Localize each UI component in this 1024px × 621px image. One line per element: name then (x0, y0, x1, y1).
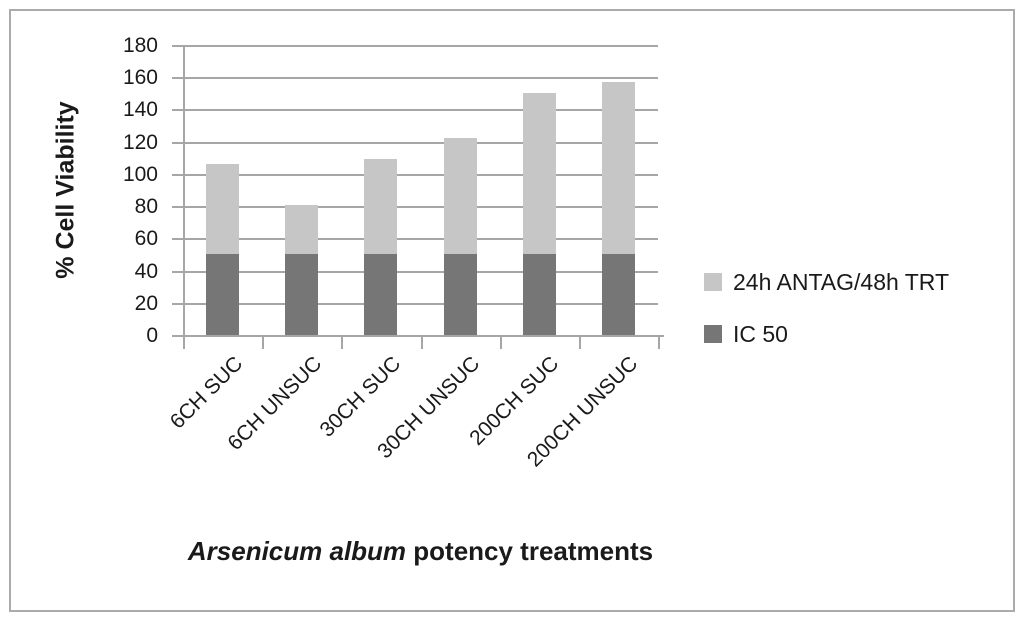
gridline (183, 77, 658, 80)
gridline (183, 270, 658, 273)
legend-swatch-ic50-icon (704, 325, 722, 343)
x-axis-title: Arsenicum album potency treatments (183, 536, 658, 567)
y-axis-title: % Cell Viability (51, 101, 80, 279)
x-axis-tick (183, 337, 185, 349)
bar-segment (285, 204, 319, 255)
y-axis-tick (172, 302, 183, 305)
y-axis-line (183, 45, 185, 349)
x-axis-tick (499, 337, 502, 349)
y-tick-label: 80 (134, 195, 158, 219)
y-tick-label: 120 (122, 130, 158, 154)
legend-swatch-antag-icon (704, 273, 722, 291)
bar-segment (364, 159, 398, 255)
y-axis-tick (172, 270, 183, 273)
bar-segment (364, 254, 398, 335)
legend-item-antag: 24h ANTAG/48h TRT (704, 268, 949, 296)
y-axis-tick (172, 238, 183, 241)
bar-segment (443, 254, 477, 335)
bar-segment (522, 254, 556, 335)
y-tick-label: 180 (122, 34, 158, 57)
chart-frame-border (9, 9, 1015, 612)
y-tick-label: 60 (134, 227, 158, 251)
plot-area (183, 45, 658, 335)
legend-label-antag: 24h ANTAG/48h TRT (733, 269, 950, 295)
gridline (183, 141, 658, 144)
y-axis-tick (172, 335, 183, 337)
x-axis-tick (658, 337, 660, 349)
legend: 24h ANTAG/48h TRT IC 50 (704, 268, 949, 372)
bar-segment (522, 93, 556, 255)
y-axis-tick (172, 173, 183, 176)
y-tick-label: 40 (134, 259, 158, 283)
y-axis-tick (172, 109, 183, 112)
x-category-label: 200CH UNSUC (523, 352, 643, 472)
y-tick-label: 0 (146, 324, 158, 347)
y-axis-tick (172, 77, 183, 80)
x-axis-title-rest: potency treatments (406, 536, 654, 566)
bar-segment (285, 254, 319, 335)
y-tick-label: 140 (122, 98, 158, 122)
legend-label-ic50: IC 50 (733, 321, 788, 347)
bar-segment (443, 138, 477, 255)
x-axis-tick (420, 337, 423, 349)
x-axis-tick (341, 337, 344, 349)
y-axis-tick (172, 141, 183, 144)
x-axis-title-species: Arsenicum album (187, 536, 407, 566)
bar-segment (206, 164, 240, 255)
gridline (183, 206, 658, 209)
gridline (183, 109, 658, 112)
gridline (183, 173, 658, 176)
legend-item-ic50: IC 50 (704, 320, 949, 348)
gridline (183, 238, 658, 241)
y-tick-label: 160 (122, 66, 158, 90)
gridline (183, 302, 658, 305)
bar-segment (206, 254, 240, 335)
x-axis-line (172, 335, 664, 337)
bar-segment (601, 254, 635, 335)
x-axis-tick (578, 337, 581, 349)
x-category-label: 6CH SUC (165, 352, 247, 434)
y-axis-tick (172, 45, 183, 47)
y-tick-label: 20 (134, 291, 158, 315)
x-axis-tick (262, 337, 265, 349)
y-axis-tick (172, 206, 183, 209)
bar-segment (601, 82, 635, 255)
y-tick-label: 100 (122, 162, 158, 186)
gridline (183, 45, 658, 47)
